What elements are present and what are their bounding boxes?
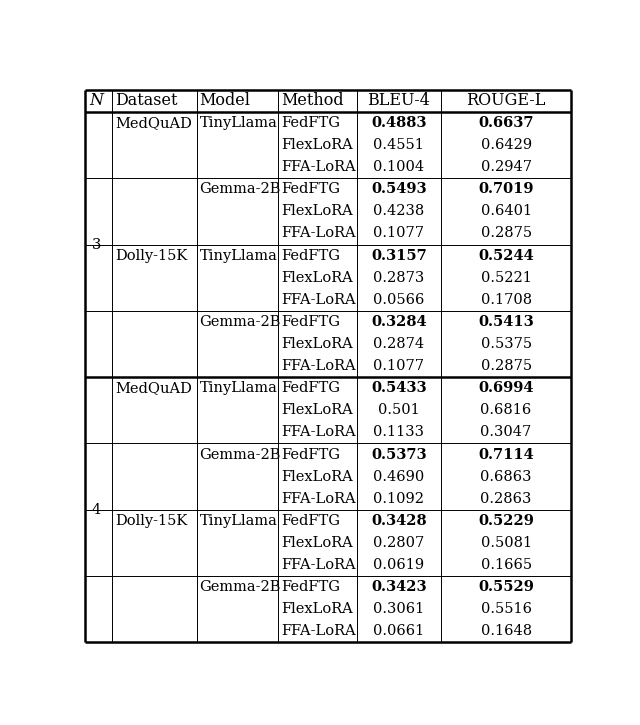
Text: N: N [89,92,103,109]
Text: FFA-LoRA: FFA-LoRA [282,359,356,373]
Text: 0.2807: 0.2807 [373,536,424,550]
Text: BLEU-4: BLEU-4 [367,92,430,109]
Text: 0.1092: 0.1092 [373,492,424,506]
Text: TinyLlama: TinyLlama [200,514,277,528]
Text: 0.1133: 0.1133 [373,426,424,439]
Text: 0.0566: 0.0566 [373,293,424,307]
Text: 0.4551: 0.4551 [374,138,424,152]
Text: 0.6637: 0.6637 [478,116,534,130]
Text: 0.2947: 0.2947 [481,160,532,174]
Text: 0.3157: 0.3157 [371,249,427,262]
Text: 4: 4 [92,503,100,517]
Text: FlexLoRA: FlexLoRA [282,204,353,218]
Text: Dataset: Dataset [115,92,178,109]
Text: 0.5244: 0.5244 [478,249,534,262]
Text: FlexLoRA: FlexLoRA [282,270,353,285]
Text: Gemma-2B: Gemma-2B [200,447,281,462]
Text: 0.4883: 0.4883 [371,116,427,130]
Text: 0.6429: 0.6429 [481,138,532,152]
Text: 0.1077: 0.1077 [373,359,424,373]
Text: MedQuAD: MedQuAD [115,381,192,395]
Text: 0.3061: 0.3061 [373,602,424,616]
Text: 0.6816: 0.6816 [481,403,532,418]
Text: 0.5493: 0.5493 [371,182,427,196]
Text: FFA-LoRA: FFA-LoRA [282,293,356,307]
Text: 0.501: 0.501 [378,403,420,418]
Text: Gemma-2B: Gemma-2B [200,315,281,329]
Text: TinyLlama: TinyLlama [200,249,277,262]
Text: 0.0619: 0.0619 [373,558,424,572]
Text: FedFTG: FedFTG [282,315,340,329]
Text: 0.7114: 0.7114 [478,447,534,462]
Text: 0.1708: 0.1708 [481,293,532,307]
Text: 0.2873: 0.2873 [373,270,424,285]
Text: 0.2863: 0.2863 [481,492,532,506]
Text: 0.5516: 0.5516 [481,602,532,616]
Text: 0.2874: 0.2874 [373,337,424,351]
Text: FlexLoRA: FlexLoRA [282,602,353,616]
Text: 0.2875: 0.2875 [481,226,532,241]
Text: 0.6401: 0.6401 [481,204,532,218]
Text: 0.1077: 0.1077 [373,226,424,241]
Text: 0.4238: 0.4238 [373,204,424,218]
Text: FedFTG: FedFTG [282,116,340,130]
Text: FedFTG: FedFTG [282,514,340,528]
Text: FedFTG: FedFTG [282,447,340,462]
Text: 0.3284: 0.3284 [371,315,427,329]
Text: FedFTG: FedFTG [282,381,340,395]
Text: 0.5375: 0.5375 [481,337,532,351]
Text: MedQuAD: MedQuAD [115,116,192,130]
Text: Gemma-2B: Gemma-2B [200,580,281,594]
Text: FFA-LoRA: FFA-LoRA [282,492,356,506]
Text: 0.5229: 0.5229 [478,514,534,528]
Text: 0.6994: 0.6994 [478,381,534,395]
Text: FFA-LoRA: FFA-LoRA [282,426,356,439]
Text: 0.5529: 0.5529 [478,580,534,594]
Text: FFA-LoRA: FFA-LoRA [282,160,356,174]
Text: FedFTG: FedFTG [282,182,340,196]
Text: FFA-LoRA: FFA-LoRA [282,558,356,572]
Text: 0.3428: 0.3428 [371,514,427,528]
Text: ROUGE-L: ROUGE-L [467,92,546,109]
Text: FlexLoRA: FlexLoRA [282,337,353,351]
Text: 0.5221: 0.5221 [481,270,531,285]
Text: TinyLlama: TinyLlama [200,116,277,130]
Text: FlexLoRA: FlexLoRA [282,536,353,550]
Text: Dolly-15K: Dolly-15K [115,249,188,262]
Text: 0.6863: 0.6863 [480,470,532,484]
Text: 0.5081: 0.5081 [481,536,532,550]
Text: FlexLoRA: FlexLoRA [282,138,353,152]
Text: Method: Method [282,92,344,109]
Text: 0.3047: 0.3047 [481,426,532,439]
Text: 0.7019: 0.7019 [478,182,534,196]
Text: 0.4690: 0.4690 [373,470,424,484]
Text: 0.5433: 0.5433 [371,381,427,395]
Text: 0.2875: 0.2875 [481,359,532,373]
Text: 0.3423: 0.3423 [371,580,427,594]
Text: 0.1004: 0.1004 [373,160,424,174]
Text: FFA-LoRA: FFA-LoRA [282,624,356,639]
Text: FedFTG: FedFTG [282,249,340,262]
Text: 3: 3 [92,238,101,252]
Text: 0.5413: 0.5413 [478,315,534,329]
Text: 0.1648: 0.1648 [481,624,532,639]
Text: 0.0661: 0.0661 [373,624,424,639]
Text: FFA-LoRA: FFA-LoRA [282,226,356,241]
Text: TinyLlama: TinyLlama [200,381,277,395]
Text: Model: Model [200,92,250,109]
Text: FlexLoRA: FlexLoRA [282,403,353,418]
Text: 0.5373: 0.5373 [371,447,427,462]
Text: FedFTG: FedFTG [282,580,340,594]
Text: 0.1665: 0.1665 [481,558,532,572]
Text: FlexLoRA: FlexLoRA [282,470,353,484]
Text: Gemma-2B: Gemma-2B [200,182,281,196]
Text: Dolly-15K: Dolly-15K [115,514,188,528]
